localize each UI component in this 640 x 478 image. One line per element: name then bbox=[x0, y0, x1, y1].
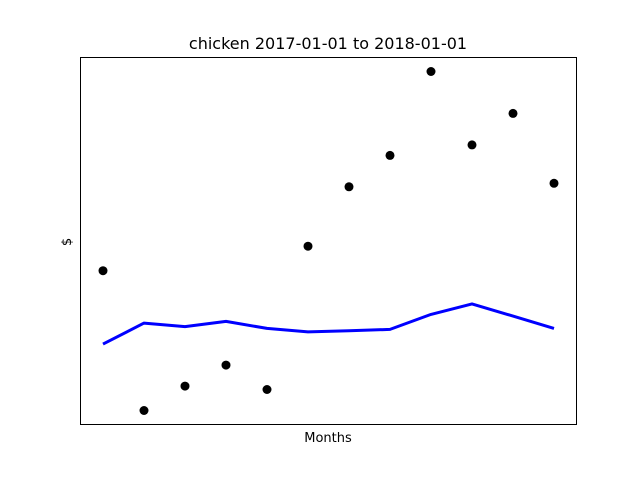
scatter-point-1 bbox=[139, 406, 149, 415]
scatter-point-3 bbox=[221, 360, 231, 370]
scatter-point-9 bbox=[467, 140, 477, 150]
scatter-point-6 bbox=[344, 182, 354, 192]
scatter-point-4 bbox=[262, 385, 272, 394]
series-line-1 bbox=[102, 302, 555, 346]
chart-title: chicken 2017-01-01 to 2018-01-01 bbox=[189, 34, 467, 53]
series-layer bbox=[98, 67, 559, 415]
plot-area-frame bbox=[80, 57, 577, 425]
scatter-point-8 bbox=[426, 67, 436, 76]
scatter-point-11 bbox=[549, 178, 559, 188]
scatter-point-0 bbox=[98, 266, 108, 276]
y-axis-label: $ bbox=[60, 238, 75, 246]
scatter-point-5 bbox=[303, 241, 313, 251]
scatter-point-10 bbox=[508, 108, 518, 118]
x-axis-label: Months bbox=[304, 431, 352, 446]
scatter-point-2 bbox=[180, 381, 190, 391]
scatter-point-7 bbox=[385, 150, 395, 160]
